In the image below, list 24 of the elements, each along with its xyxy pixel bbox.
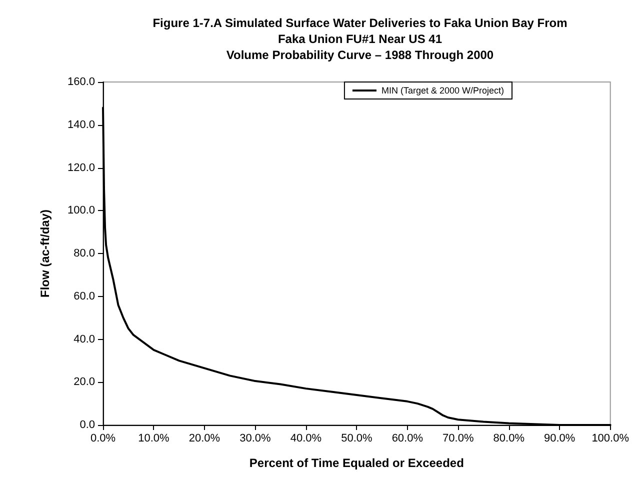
x-tick-label: 0.0% xyxy=(90,432,116,444)
x-tick-label: 20.0% xyxy=(188,432,220,444)
legend-label: MIN (Target & 2000 W/Project) xyxy=(381,86,504,96)
chart-title: Figure 1-7.A Simulated Surface Water Deliveries to Faka Union Bay From Faka Union FU#1 Near US 41 Volume Probability Curve – 1988 Through 2000 xyxy=(152,16,568,62)
y-tick-label: 0.0 xyxy=(80,419,95,431)
y-tick-label: 120.0 xyxy=(67,162,95,174)
y-tick-label: 60.0 xyxy=(74,290,95,302)
x-tick-label: 10.0% xyxy=(138,432,170,444)
x-tick-label: 40.0% xyxy=(290,432,322,444)
x-tick-label: 80.0% xyxy=(493,432,525,444)
y-tick-label: 40.0 xyxy=(74,333,95,346)
y-tick-label: 100.0 xyxy=(67,204,95,217)
y-axis-title: Flow (ac-ft/day) xyxy=(38,209,52,298)
y-tick-label: 140.0 xyxy=(67,118,95,131)
y-tick-label: 20.0 xyxy=(74,376,95,388)
x-tick-label: 50.0% xyxy=(341,432,372,444)
y-tick-label: 80.0 xyxy=(74,248,95,260)
x-axis-title: Percent of Time Equaled or Exceeded xyxy=(249,456,464,470)
x-tick-label: 70.0% xyxy=(442,432,474,444)
x-tick-label: 60.0% xyxy=(392,432,424,444)
y-tick-label: 160.0 xyxy=(67,76,95,88)
x-tick-label: 100.0% xyxy=(592,432,630,444)
x-tick-label: 30.0% xyxy=(240,432,272,444)
x-tick-label: 90.0% xyxy=(544,432,576,444)
